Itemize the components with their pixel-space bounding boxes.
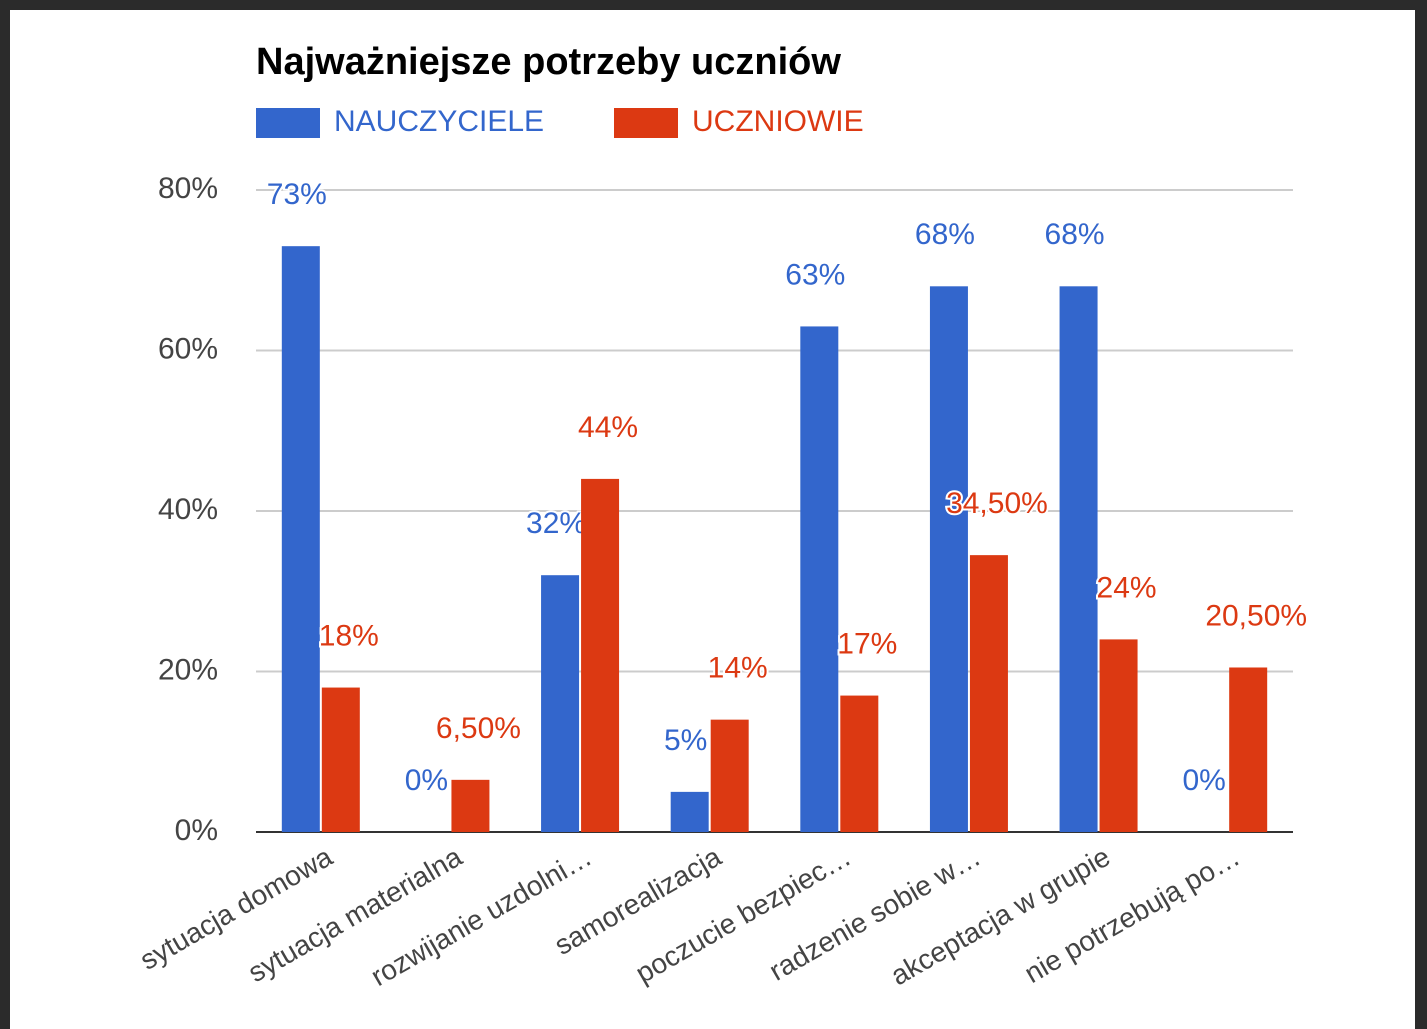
data-label: 44%	[578, 411, 638, 444]
data-label: 68%	[915, 218, 975, 251]
data-label: 18%	[319, 619, 379, 652]
data-label: 6,50%	[436, 712, 521, 745]
bar	[1229, 667, 1268, 832]
data-label: 63%	[785, 258, 845, 291]
bar	[451, 779, 490, 832]
data-label: 14%	[708, 652, 768, 685]
legend-swatch	[614, 108, 678, 138]
data-label: 0%	[405, 764, 448, 797]
data-label: 17%	[837, 627, 897, 660]
chart-background	[10, 10, 1415, 1029]
bar	[670, 791, 709, 832]
bar	[541, 575, 580, 832]
data-label: 0%	[1183, 764, 1226, 797]
bar	[929, 286, 968, 832]
data-label: 5%	[664, 724, 707, 757]
legend-swatch	[256, 108, 320, 138]
legend-label: NAUCZYCIELE	[334, 105, 544, 138]
y-tick-label: 80%	[158, 172, 218, 205]
bar	[969, 555, 1008, 832]
y-tick-label: 40%	[158, 493, 218, 526]
bar	[1099, 639, 1138, 832]
y-tick-label: 60%	[158, 332, 218, 365]
bar	[840, 695, 879, 832]
data-label: 32%	[526, 507, 586, 540]
bar	[581, 478, 620, 832]
y-tick-label: 0%	[175, 814, 218, 847]
legend-label: UCZNIOWIE	[692, 105, 864, 138]
data-label: 34,50%	[946, 487, 1048, 520]
bar	[800, 326, 839, 832]
data-label: 20,50%	[1205, 599, 1307, 632]
chart-title: Najważniejsze potrzeby uczniów	[256, 41, 841, 83]
y-tick-label: 20%	[158, 653, 218, 686]
data-label: 24%	[1097, 571, 1157, 604]
bar	[281, 246, 320, 833]
data-label: 68%	[1045, 218, 1105, 251]
data-label: 73%	[267, 178, 327, 211]
bar	[321, 687, 360, 832]
bar	[710, 719, 749, 832]
bar	[1059, 286, 1098, 832]
